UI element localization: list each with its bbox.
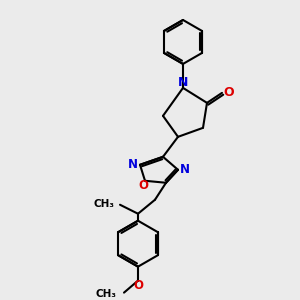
Text: CH₃: CH₃: [95, 289, 116, 298]
Text: N: N: [180, 163, 190, 176]
Text: O: O: [133, 279, 143, 292]
Text: N: N: [128, 158, 138, 171]
Text: O: O: [224, 86, 234, 99]
Text: CH₃: CH₃: [94, 199, 115, 209]
Text: O: O: [138, 179, 148, 192]
Text: N: N: [178, 76, 188, 89]
